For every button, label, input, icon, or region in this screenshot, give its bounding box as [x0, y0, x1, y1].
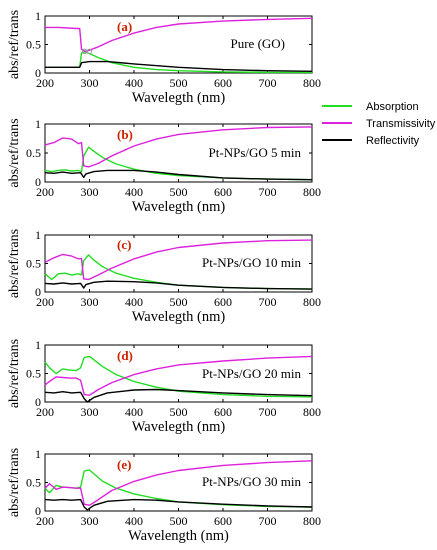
series-line-transmissivity	[44, 239, 313, 281]
y-tick-label: 1	[35, 117, 41, 131]
panel-c: 200 300 400 500 600 700 800 0 0.5 1 Wavelegth (nm)…	[7, 228, 321, 325]
x-tick-label: 500	[170, 514, 188, 528]
legend-reflectivity-label: Reflectivity	[366, 135, 420, 147]
x-tick-label: 800	[303, 76, 321, 90]
x-tick-label: 700	[259, 76, 277, 90]
panel-tag: (a)	[117, 19, 132, 34]
y-tick-label: 0	[35, 175, 41, 189]
panel-tag: (d)	[117, 348, 133, 363]
x-tick-label: 800	[303, 185, 321, 199]
x-tick-label: 200	[36, 295, 54, 309]
y-tick-label: 1	[35, 9, 41, 23]
x-tick-label: 400	[125, 514, 143, 528]
x-axis-label: Wavelegth (nm)	[132, 309, 226, 325]
x-tick-label: 500	[170, 295, 188, 309]
y-axis-label: abs/ref/trans	[7, 118, 22, 187]
panel-tag: (c)	[117, 237, 131, 252]
x-tick-label: 600	[214, 514, 232, 528]
chart-panels: 200 300 400 500 600 700 800 0 0.5 1 Wavelegth (nm)…	[7, 9, 321, 544]
x-tick-label: 800	[303, 295, 321, 309]
y-tick-label: 1	[35, 447, 41, 461]
x-axis-label: Wavelength (nm)	[128, 528, 229, 544]
series-line-absorption	[44, 146, 313, 181]
x-tick-label: 600	[214, 185, 232, 199]
x-tick-label: 500	[170, 76, 188, 90]
x-axis-label: Wavelegth (nm)	[132, 419, 226, 435]
y-tick-label: 0.5	[26, 476, 41, 490]
x-tick-label: 200	[36, 405, 54, 419]
series-line-transmissivity	[44, 126, 313, 168]
panel-a: 200 300 400 500 600 700 800 0 0.5 1 Wavelegth (nm)…	[7, 9, 321, 106]
sample-label: Pt-NPs/GO 10 min	[202, 255, 301, 270]
x-tick-label: 700	[259, 405, 277, 419]
x-tick-label: 300	[81, 405, 99, 419]
series-line-reflectivity	[44, 388, 313, 403]
panel-b: 200 300 400 500 600 700 800 0 0.5 1 Wavelegth (nm)…	[7, 117, 321, 215]
y-axis-label: abs/ref/trans	[7, 229, 22, 298]
y-tick-label: 0.5	[26, 146, 41, 160]
y-tick-label: 0	[35, 395, 41, 409]
sample-label: Pt-NPs/GO 30 min	[202, 474, 301, 489]
y-tick-label: 0.5	[26, 38, 41, 52]
x-tick-label: 300	[81, 76, 99, 90]
x-tick-label: 400	[125, 76, 143, 90]
sample-label: Pt-NPs/GO 5 min	[209, 145, 302, 160]
x-tick-label: 400	[125, 295, 143, 309]
y-axis-label: abs/ref/trans	[7, 339, 22, 408]
y-tick-label: 1	[35, 228, 41, 242]
x-tick-label: 400	[125, 405, 143, 419]
series-line-transmissivity	[45, 17, 313, 52]
y-tick-label: 1	[35, 338, 41, 352]
panel-d: 200 300 400 500 600 700 800 0 0.5 1 Wavelegth (nm)…	[7, 338, 321, 435]
x-tick-label: 800	[303, 405, 321, 419]
legend-absorption-label: Absorption	[366, 101, 419, 113]
x-tick-label: 200	[36, 76, 54, 90]
series-line-reflectivity	[45, 60, 313, 72]
y-axis-label: abs/ref/trans	[7, 10, 22, 79]
x-tick-label: 200	[36, 185, 54, 199]
y-tick-label: 0	[35, 285, 41, 299]
y-tick-label: 0.5	[26, 257, 41, 271]
y-tick-label: 0.5	[26, 367, 41, 381]
chart-legend: Absorption Transmissivity Reflectivity	[322, 101, 436, 147]
x-tick-label: 500	[170, 405, 188, 419]
x-tick-label: 800	[303, 514, 321, 528]
series-line-transmissivity	[44, 355, 313, 396]
x-tick-label: 600	[214, 76, 232, 90]
x-tick-label: 700	[259, 514, 277, 528]
data-point-marker	[86, 48, 93, 55]
panel-e: 200 300 400 500 600 700 800 0 0.5 1 Wavelength (nm…	[7, 447, 321, 544]
x-tick-label: 500	[170, 185, 188, 199]
x-tick-label: 700	[259, 185, 277, 199]
x-tick-label: 400	[125, 185, 143, 199]
panel-tag: (e)	[117, 457, 131, 472]
x-axis-label: Wavelegth (nm)	[132, 199, 226, 215]
x-tick-label: 300	[81, 514, 99, 528]
sample-label: Pt-NPs/GO 20 min	[202, 366, 301, 381]
x-tick-label: 300	[81, 185, 99, 199]
x-tick-label: 300	[81, 295, 99, 309]
series-line-reflectivity	[44, 498, 313, 511]
y-tick-label: 0	[35, 504, 41, 518]
series-line-reflectivity	[44, 169, 313, 181]
y-axis-label: abs/ref/trans	[7, 448, 22, 517]
y-tick-label: 0	[35, 66, 41, 80]
x-tick-label: 600	[214, 295, 232, 309]
x-tick-label: 600	[214, 405, 232, 419]
x-tick-label: 200	[36, 514, 54, 528]
series-line-transmissivity	[44, 460, 313, 506]
legend-transmissivity-label: Transmissivity	[366, 118, 436, 130]
x-axis-label: Wavelegth (nm)	[132, 90, 226, 106]
series-line-reflectivity	[44, 280, 313, 290]
x-tick-label: 700	[259, 295, 277, 309]
panel-tag: (b)	[117, 127, 133, 142]
series-line-absorption	[44, 355, 313, 398]
sample-label: Pure (GO)	[230, 36, 285, 51]
